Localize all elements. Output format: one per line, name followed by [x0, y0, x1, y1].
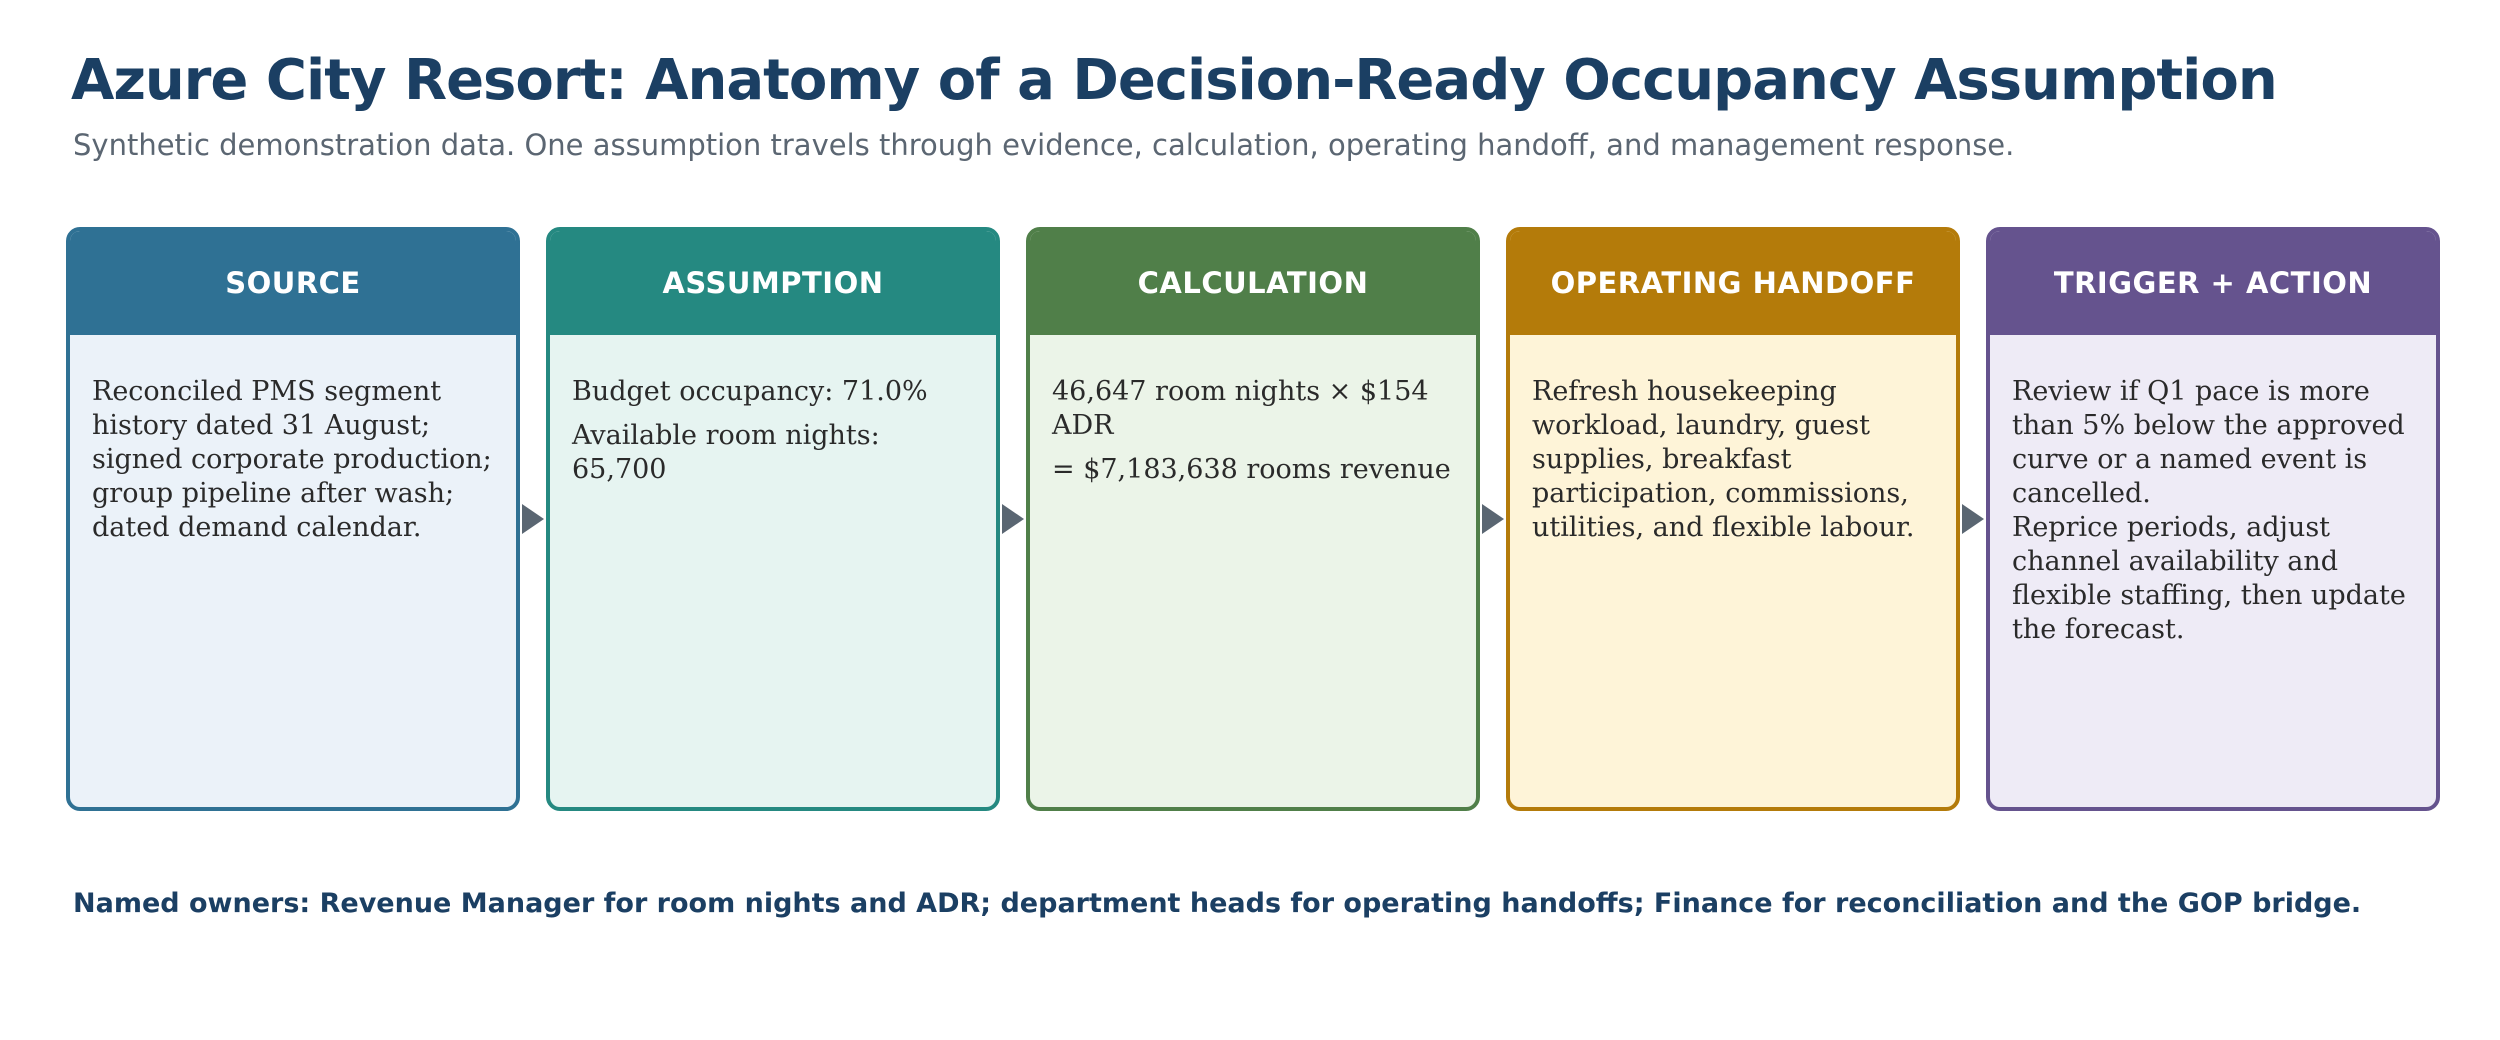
stage-body-assumption: Budget occupancy: 71.0% Available room n…: [550, 335, 996, 517]
stage-body-calculation: 46,647 room nights × $154 ADR = $7,183,6…: [1030, 335, 1476, 517]
stage-card-assumption: ASSUMPTION Budget occupancy: 71.0% Avail…: [546, 227, 1000, 811]
flow-arrow-icon: [522, 504, 544, 534]
stage-header-calculation: CALCULATION: [1030, 231, 1476, 335]
stage-card-source: SOURCE Reconciled PMS segment history da…: [66, 227, 520, 811]
stage-body-source: Reconciled PMS segment history dated 31 …: [70, 335, 516, 565]
stage-text: Reprice periods, adjust channel availabi…: [2012, 512, 2406, 645]
stage-header-source: SOURCE: [70, 231, 516, 335]
stage-card-calculation: CALCULATION 46,647 room nights × $154 AD…: [1026, 227, 1480, 811]
stage-header-operating-handoff: OPERATING HANDOFF: [1510, 231, 1956, 335]
flow-arrow-icon: [1482, 504, 1504, 534]
stage-header-assumption: ASSUMPTION: [550, 231, 996, 335]
flow-arrow-icon: [1962, 504, 1984, 534]
page-title: Azure City Resort: Anatomy of a Decision…: [71, 48, 2278, 113]
page-subtitle: Synthetic demonstration data. One assump…: [73, 128, 2015, 162]
stage-card-operating-handoff: OPERATING HANDOFF Refresh housekeeping w…: [1506, 227, 1960, 811]
stage-text: Budget occupancy: 71.0%: [572, 376, 928, 407]
stage-body-operating-handoff: Refresh housekeeping workload, laundry, …: [1510, 335, 1956, 565]
stage-text: Available room nights: 65,700: [572, 420, 880, 485]
stage-text: Refresh housekeeping workload, laundry, …: [1532, 376, 1915, 543]
stage-text: 46,647 room nights × $154 ADR: [1052, 376, 1429, 441]
stage-text: Review if Q1 pace is more than 5% below …: [2012, 376, 2405, 509]
owners-note: Named owners: Revenue Manager for room n…: [73, 888, 2362, 919]
stage-text: Reconciled PMS segment history dated 31 …: [92, 376, 492, 543]
stage-card-trigger-action: TRIGGER + ACTION Review if Q1 pace is mo…: [1986, 227, 2440, 811]
stage-body-trigger-action: Review if Q1 pace is more than 5% below …: [1990, 335, 2436, 667]
stage-text: = $7,183,638 rooms revenue: [1052, 454, 1451, 485]
stage-header-trigger-action: TRIGGER + ACTION: [1990, 231, 2436, 335]
flow-arrow-icon: [1002, 504, 1024, 534]
